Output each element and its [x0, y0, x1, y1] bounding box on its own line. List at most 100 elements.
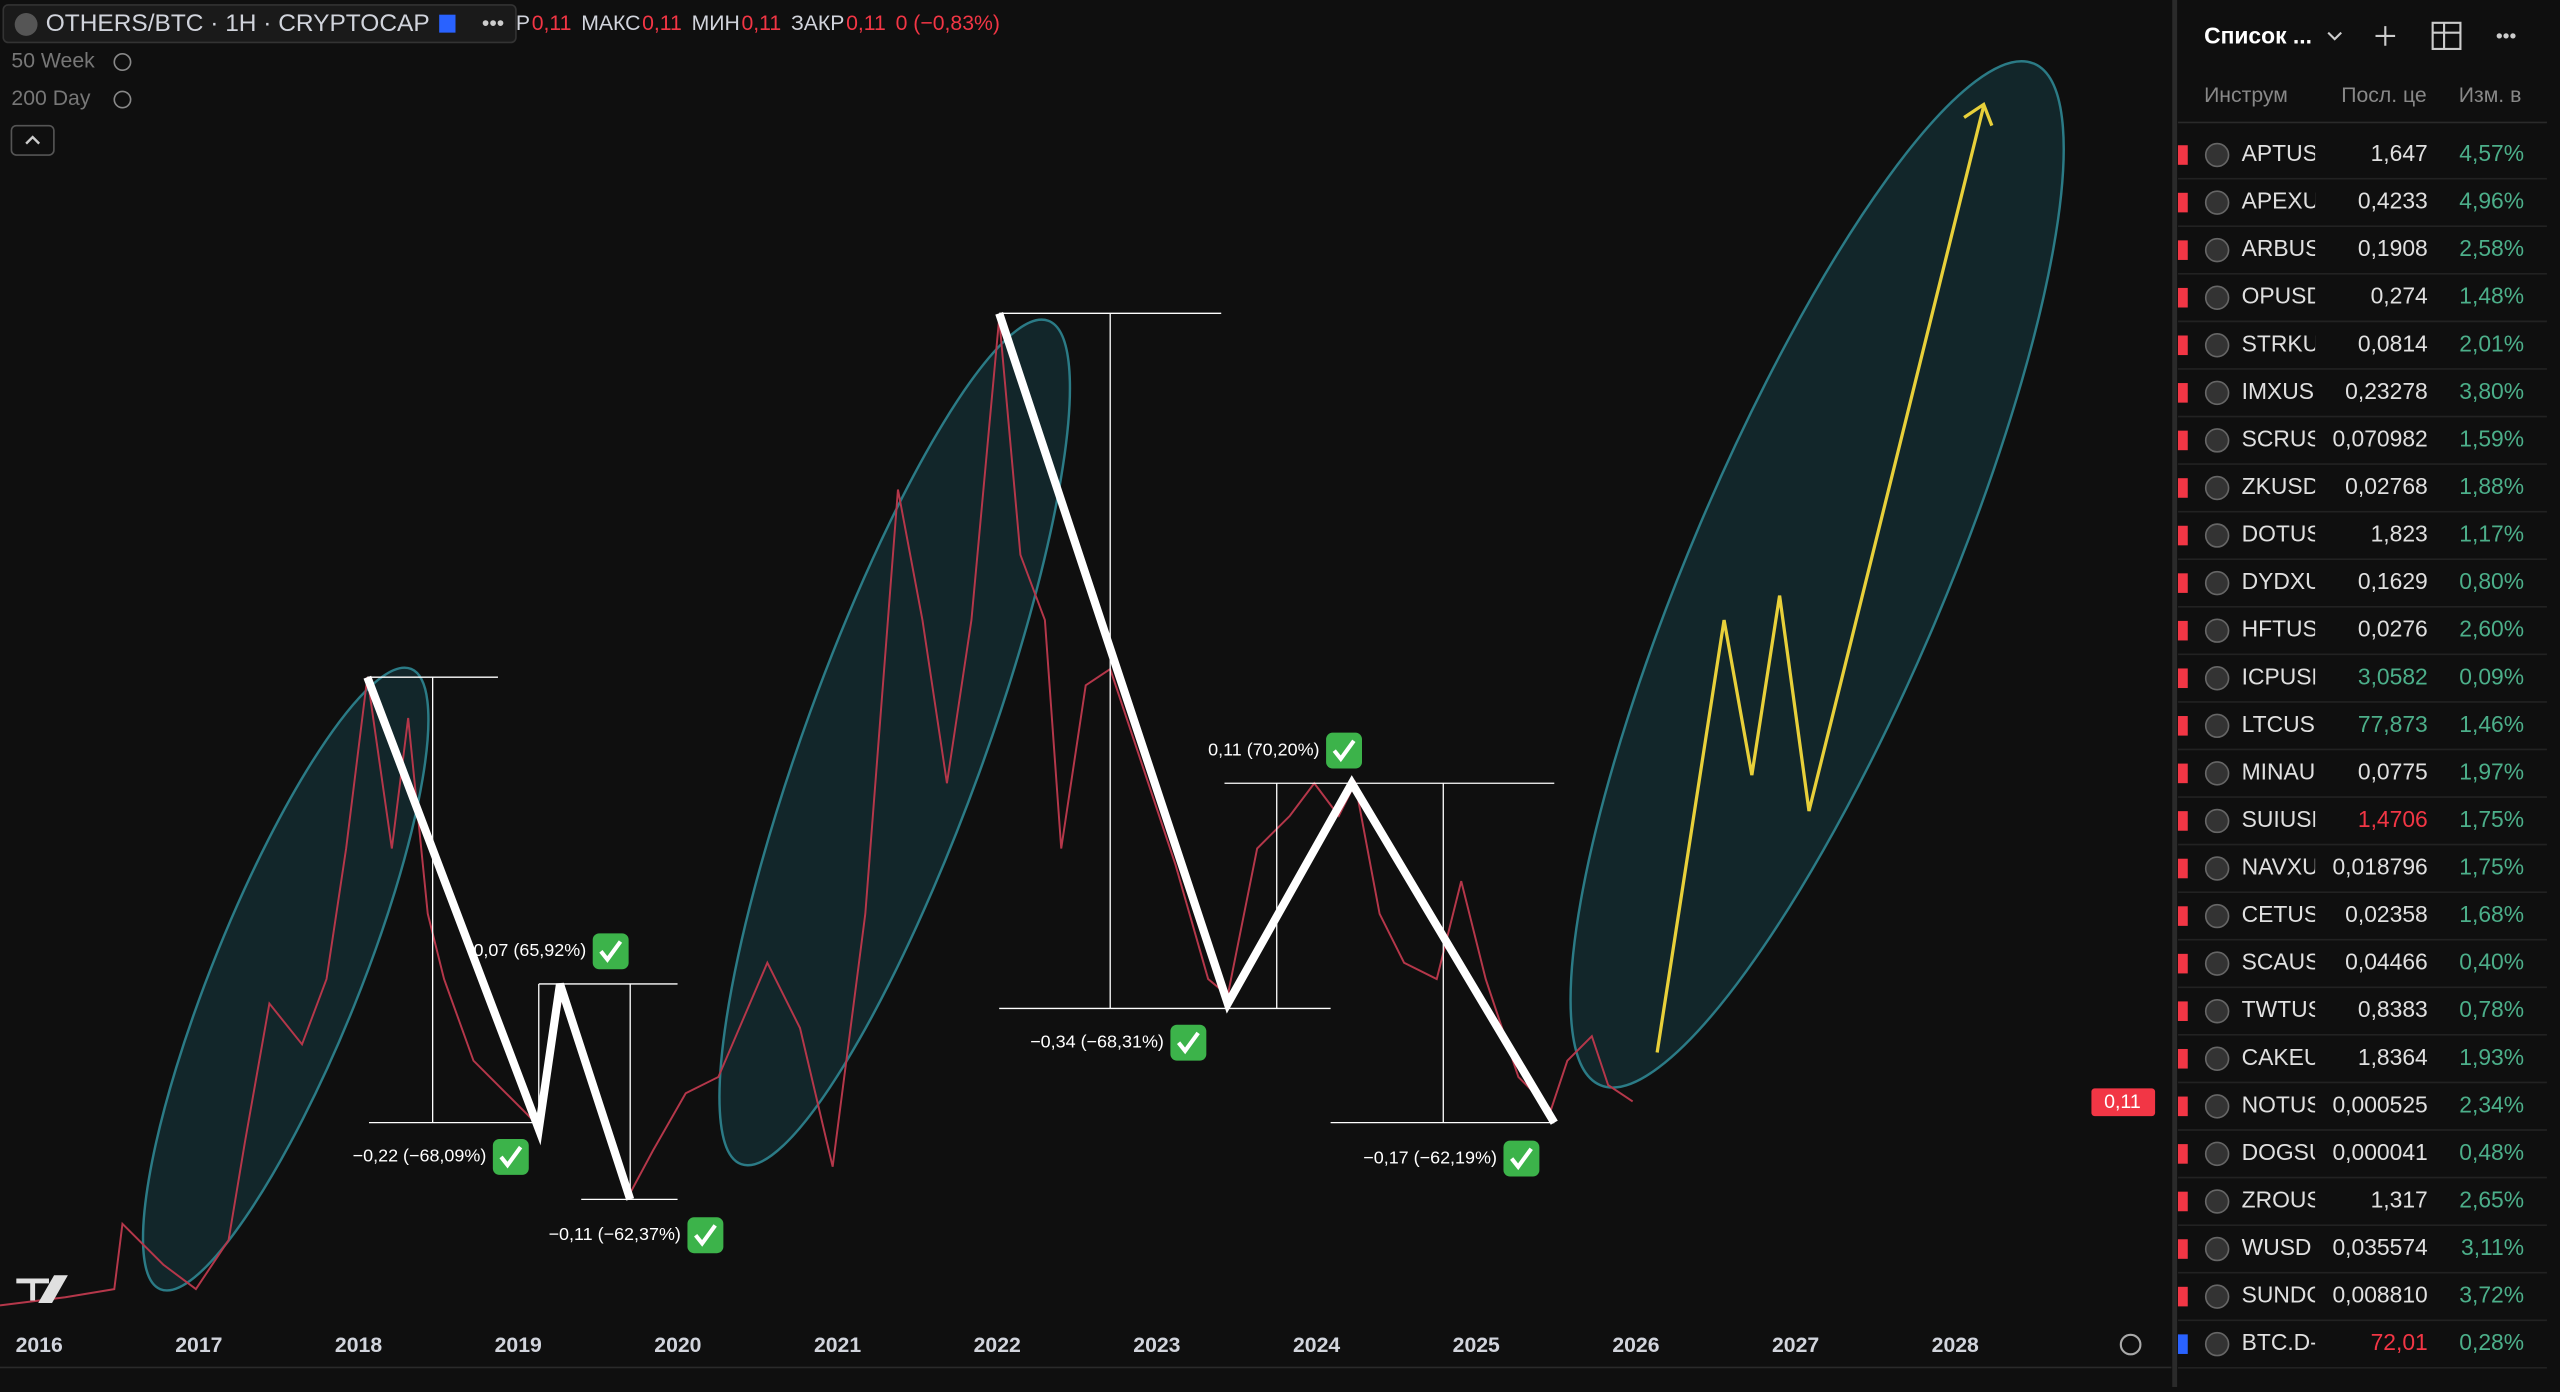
watchlist-row[interactable]: NAVXU 0,018796 1,75% — [2177, 854, 2547, 893]
row-last: 0,23278 — [2345, 378, 2428, 404]
measure-label: 0,07 (65,92%) — [473, 940, 586, 960]
check-icon — [1326, 732, 1363, 769]
row-last: 1,647 — [2371, 140, 2428, 166]
watchlist-row[interactable]: DOGSU 0,000041 0,48% — [2177, 1139, 2547, 1179]
watchlist-row[interactable]: CETUS 0,02358 1,68% — [2177, 901, 2547, 941]
visibility-icon — [113, 90, 132, 109]
flag — [2177, 383, 2188, 403]
row-change: 2,34% — [2459, 1091, 2524, 1117]
coin-icon — [2204, 1046, 2230, 1072]
flag — [2177, 478, 2188, 498]
row-change: 1,48% — [2459, 283, 2524, 309]
check-mark — [499, 1145, 523, 1169]
watchlist-row[interactable]: BTC.D- 72,01 0,28% — [2177, 1329, 2547, 1369]
row-symbol: OPUSD — [2242, 283, 2323, 309]
row-symbol: APTUS — [2242, 140, 2318, 166]
row-change: 0,78% — [2459, 996, 2524, 1022]
row-symbol: ARBUS — [2242, 235, 2321, 261]
row-last: 0,0276 — [2358, 616, 2428, 642]
watchlist-row[interactable]: DOTUS 1,823 1,17% — [2177, 521, 2547, 561]
watchlist-row[interactable]: STRKU 0,0814 2,01% — [2177, 330, 2547, 370]
watchlist-row[interactable]: APTUS 1,647 4,57% — [2177, 140, 2547, 180]
collapse-button[interactable] — [10, 124, 55, 156]
ohlc-value: 0,11 — [846, 12, 886, 35]
row-change: 2,65% — [2459, 1187, 2524, 1213]
watchlist-row[interactable]: ICPUSD 3,0582 0,09% — [2177, 663, 2547, 703]
watchlist-row[interactable]: WUSD 0,035574 3,11% — [2177, 1234, 2547, 1274]
watchlist-row[interactable]: IMXUS 0,23278 3,80% — [2177, 378, 2547, 418]
watchlist-row[interactable]: CAKEU 1,8364 1,93% — [2177, 1044, 2547, 1084]
row-change: 0,09% — [2459, 663, 2524, 689]
price-label: 0,11 — [2104, 1091, 2141, 1113]
x-tick-label: 2028 — [1932, 1334, 1979, 1357]
x-tick-label: 2018 — [335, 1334, 382, 1357]
indicator-label: 200 Day — [11, 87, 90, 110]
flag — [2177, 145, 2188, 165]
row-change: 1,88% — [2459, 473, 2524, 499]
symbol-title[interactable]: OTHERS/BTC · 1H · CRYPTOCAP — [46, 10, 430, 37]
row-symbol: CETUS — [2242, 901, 2319, 927]
row-last: 0,0775 — [2358, 758, 2428, 784]
flag — [2177, 858, 2188, 879]
watchlist-row[interactable]: SUIUSD 1,4706 1,75% — [2177, 806, 2547, 846]
row-change: 2,01% — [2459, 330, 2524, 356]
row-change: 1,46% — [2459, 711, 2524, 737]
column-header[interactable]: Инструм — [2204, 84, 2288, 107]
flag — [2177, 1048, 2188, 1069]
watchlist-row[interactable]: DYDXU 0,1629 0,80% — [2177, 568, 2547, 608]
flag — [2177, 192, 2188, 213]
watchlist-row[interactable]: LTCUS 77,873 1,46% — [2177, 711, 2547, 751]
more-button[interactable]: ••• — [482, 12, 504, 35]
row-last: 0,02768 — [2345, 473, 2428, 499]
row-change: 1,75% — [2459, 806, 2524, 832]
coin-icon — [2204, 190, 2230, 215]
column-header[interactable]: Изм. в — [2459, 84, 2522, 107]
row-symbol: DOGSU — [2242, 1139, 2326, 1165]
ohlc-change: 0 (−0,83%) — [896, 12, 1000, 35]
x-tick-label: 2023 — [1133, 1334, 1180, 1357]
measure-label: −0,11 (−62,37%) — [549, 1224, 681, 1244]
row-symbol: HFTUS — [2242, 616, 2318, 642]
row-symbol: NAVXU — [2242, 854, 2319, 880]
row-symbol: LTCUS — [2242, 711, 2315, 737]
watchlist-row[interactable]: ZKUSD 0,02768 1,88% — [2177, 473, 2547, 513]
coin-icon — [2204, 428, 2230, 453]
row-symbol: APEXU — [2242, 188, 2319, 214]
watchlist-row[interactable]: HFTUS 0,0276 2,60% — [2177, 616, 2547, 656]
watchlist-row[interactable]: ZROUS 1,317 2,65% — [2177, 1187, 2547, 1226]
row-change: 2,58% — [2459, 235, 2524, 261]
watchlist-title[interactable]: Список ... — [2204, 23, 2312, 49]
flag — [2177, 763, 2188, 784]
watchlist-row[interactable]: APEXU 0,4233 4,96% — [2177, 188, 2547, 228]
row-symbol: MINAU — [2242, 758, 2316, 784]
watchlist-row[interactable]: SCAUS 0,04466 0,40% — [2177, 949, 2547, 989]
watchlist-row[interactable]: OPUSD 0,274 1,48% — [2177, 283, 2547, 323]
column-header[interactable]: Посл. це — [2341, 84, 2427, 107]
ohlc-value: 0,11 — [741, 12, 781, 35]
flag — [2177, 1334, 2188, 1354]
row-last: 0,0814 — [2358, 330, 2428, 356]
coin-icon — [2204, 570, 2230, 596]
watchlist-row[interactable]: TWTUS 0,8383 0,78% — [2177, 996, 2547, 1036]
row-change: 0,80% — [2459, 568, 2524, 594]
watchlist-row[interactable]: MINAU 0,0775 1,97% — [2177, 758, 2547, 798]
row-last: 1,8364 — [2358, 1044, 2428, 1070]
watchlist-row[interactable]: SCRUS 0,070982 1,59% — [2177, 425, 2547, 465]
row-change: 3,72% — [2459, 1282, 2524, 1308]
row-symbol: WUSD — [2242, 1234, 2312, 1260]
coin-icon — [2204, 808, 2230, 834]
coin-icon — [2204, 1141, 2230, 1167]
coin-icon — [2204, 475, 2230, 501]
flag — [2177, 287, 2188, 308]
flag — [2177, 240, 2188, 260]
row-last: 0,000041 — [2332, 1139, 2427, 1165]
coin-icon — [2204, 285, 2230, 310]
ohlc-label: МАКС — [581, 12, 640, 35]
coin-icon — [2204, 1189, 2230, 1214]
chart-drawings — [0, 60, 2156, 1356]
watchlist-row[interactable]: NOTUS 0,000525 2,34% — [2177, 1091, 2547, 1131]
row-last: 3,0582 — [2358, 663, 2428, 689]
watchlist-row[interactable]: SUNDC 0,008810 3,72% — [2177, 1282, 2547, 1322]
watchlist-row[interactable]: ARBUS 0,1908 2,58% — [2177, 235, 2547, 275]
